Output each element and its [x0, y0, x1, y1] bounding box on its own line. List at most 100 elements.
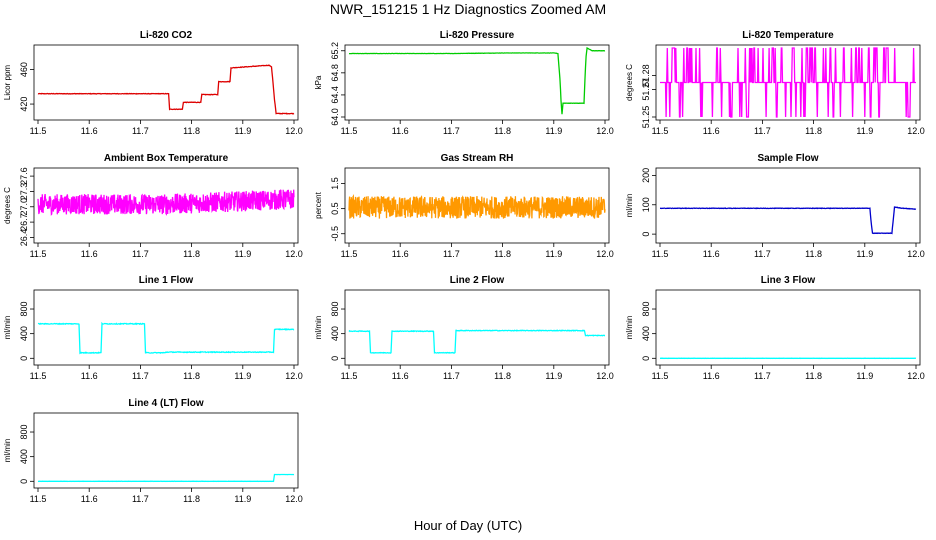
x-tick-label: 11.6	[392, 126, 409, 136]
y-tick-label: 0	[641, 232, 651, 237]
plot-frame	[344, 167, 610, 244]
plot-frame	[33, 44, 299, 121]
y-tick-label: 460	[19, 62, 29, 77]
y-tick-label: 400	[19, 326, 29, 341]
series-line	[348, 329, 606, 354]
series-line	[660, 206, 917, 235]
x-tick-label: 11.5	[341, 126, 358, 136]
panel-title: Ambient Box Temperature	[104, 153, 229, 164]
plot-frame	[33, 289, 299, 366]
x-tick-label: 11.8	[805, 371, 822, 381]
x-tick-label: 11.6	[703, 249, 720, 259]
plot-frame	[655, 44, 921, 121]
x-tick-label: 11.6	[81, 249, 98, 259]
x-tick-label: 11.9	[856, 371, 873, 381]
y-tick-label: 200	[641, 168, 651, 183]
y-tick-label: 64.8	[330, 64, 340, 82]
series-line	[660, 47, 916, 118]
x-tick-label: 11.7	[132, 494, 149, 504]
x-tick-label: 11.7	[443, 371, 460, 381]
x-tick-label: 12.0	[907, 126, 925, 136]
x-tick-label: 11.8	[183, 494, 200, 504]
page-title: NWR_151215 1 Hz Diagnostics Zoomed AM	[329, 1, 607, 17]
x-tick-label: 11.9	[234, 371, 251, 381]
y-tick-label: 27.6	[19, 167, 29, 185]
x-tick-label: 11.9	[545, 371, 562, 381]
panel-licor_temp: Li-820 Temperature 11.5 11.6 11.7 11.8 11.9 12…	[625, 30, 925, 136]
x-tick-label: 11.7	[443, 126, 460, 136]
x-tick-label: 11.9	[234, 249, 251, 259]
y-tick-label: 51.27	[641, 78, 651, 101]
x-axis-label: Hour of Day (UTC)	[413, 518, 523, 533]
y-tick-label: 800	[641, 302, 651, 317]
panel-rh: Gas Stream RH 11.5 11.6 11.7 11.8 11.9 12.0 -0.…	[314, 153, 614, 259]
x-tick-label: 11.6	[392, 249, 409, 259]
x-tick-label: 11.6	[81, 371, 98, 381]
y-tick-label: 0	[19, 356, 29, 361]
x-tick-label: 11.5	[30, 249, 47, 259]
y-tick-label: 27.0	[19, 198, 29, 216]
x-tick-label: 12.0	[285, 249, 303, 259]
y-tick-label: 1.5	[330, 177, 340, 190]
y-axis-label: ml/min	[3, 316, 12, 340]
x-tick-label: 12.0	[285, 494, 303, 504]
panel-title: Line 2 Flow	[450, 275, 505, 286]
x-tick-label: 11.5	[30, 371, 47, 381]
x-tick-label: 11.7	[443, 249, 460, 259]
plot-frame	[344, 289, 610, 366]
y-tick-label: 100	[641, 197, 651, 212]
panel-title: Li-820 Temperature	[742, 30, 834, 41]
y-tick-label: -0.5	[330, 226, 340, 242]
x-tick-label: 11.7	[132, 371, 149, 381]
x-tick-label: 11.7	[754, 249, 771, 259]
panel-line2: Line 2 Flow 11.5 11.6 11.7 11.8 11.9 12.0 0 400 8…	[314, 275, 614, 381]
y-axis-label: ml/min	[625, 316, 634, 340]
panel-title: Li-820 CO2	[140, 30, 193, 41]
y-tick-label: 800	[19, 302, 29, 317]
x-tick-label: 11.9	[234, 126, 251, 136]
series-line	[348, 194, 606, 219]
y-tick-label: 800	[330, 302, 340, 317]
y-tick-label: 65.2	[330, 42, 340, 60]
x-tick-label: 11.6	[392, 371, 409, 381]
y-tick-label: 26.7	[19, 213, 29, 231]
panel-sample_flow: Sample Flow 11.5 11.6 11.7 11.8 11.9 12.0 0 100 2…	[625, 153, 925, 259]
x-tick-label: 11.6	[81, 126, 98, 136]
y-axis-label: degrees C	[625, 64, 634, 101]
panel-line1: Line 1 Flow 11.5 11.6 11.7 11.8 11.9 12.0 0 400 8…	[3, 275, 303, 381]
panel-title: Sample Flow	[757, 153, 818, 164]
x-tick-label: 12.0	[596, 126, 614, 136]
panel-line3: Line 3 Flow 11.5 11.6 11.7 11.8 11.9 12.0 0 400 8…	[625, 275, 925, 381]
y-axis-label: ml/min	[625, 194, 634, 218]
x-tick-label: 11.8	[805, 126, 822, 136]
panel-co2: Li-820 CO2 11.5 11.6 11.7 11.8 11.9 12.0 420 460…	[3, 30, 303, 136]
y-tick-label: 51.28	[641, 64, 651, 87]
x-tick-label: 11.6	[81, 494, 98, 504]
plot-frame	[655, 167, 921, 244]
panel-box_temp: Ambient Box Temperature 11.5 11.6 11.7 11.8 1…	[3, 153, 303, 259]
x-tick-label: 11.5	[341, 371, 358, 381]
x-tick-label: 11.8	[183, 249, 200, 259]
x-tick-label: 11.8	[183, 371, 200, 381]
y-tick-label: 51.25	[641, 106, 651, 129]
y-tick-label: 64.4	[330, 86, 340, 104]
plot-frame	[344, 44, 610, 121]
x-tick-label: 11.5	[341, 249, 358, 259]
x-tick-label: 11.5	[652, 371, 669, 381]
y-tick-label: 400	[641, 326, 651, 341]
y-tick-label: 420	[19, 97, 29, 112]
y-tick-label: 0	[19, 479, 29, 484]
panel-title: Gas Stream RH	[441, 153, 514, 164]
plot-frame	[655, 289, 921, 366]
x-tick-label: 11.9	[856, 126, 873, 136]
y-tick-label: 0	[330, 356, 340, 361]
panel-pressure: Li-820 Pressure 11.5 11.6 11.7 11.8 11.9 12.0 6…	[314, 30, 614, 136]
y-tick-label: 0.5	[330, 202, 340, 215]
panel-title: Line 4 (LT) Flow	[128, 398, 204, 409]
y-tick-label: 0	[641, 356, 651, 361]
x-tick-label: 11.5	[652, 249, 669, 259]
plot-frame	[33, 167, 299, 244]
y-tick-label: 27.3	[19, 183, 29, 201]
x-tick-label: 12.0	[285, 126, 303, 136]
